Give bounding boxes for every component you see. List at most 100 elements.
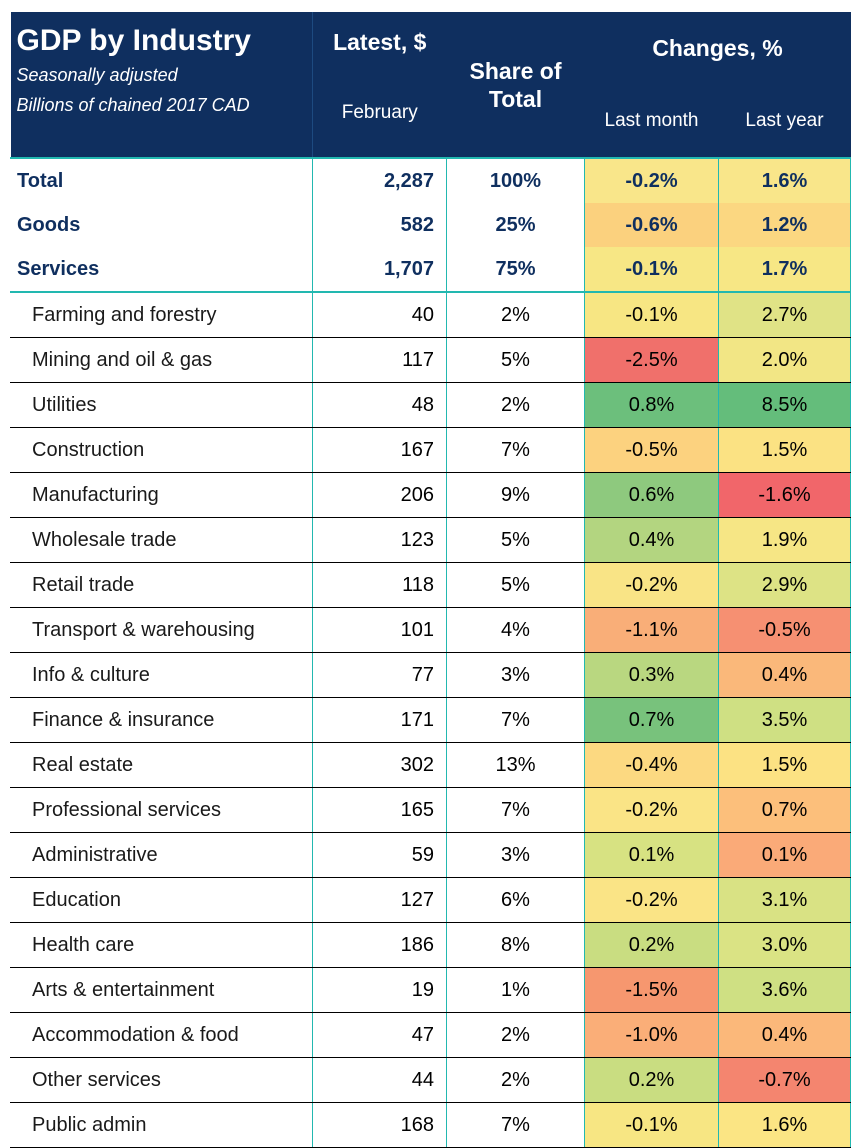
table-row: Farming and forestry 40 2% -0.1% 2.7%: [10, 292, 851, 338]
last-year-change: 2.0%: [718, 337, 851, 383]
industry-name: Manufacturing: [10, 472, 313, 518]
industry-name: Retail trade: [10, 562, 313, 608]
industry-name: Education: [10, 877, 313, 923]
last-year-change: 1.9%: [718, 517, 851, 563]
share-value: 9%: [446, 472, 585, 518]
share-value: 5%: [446, 562, 585, 608]
latest-value: 77: [312, 652, 447, 698]
last-year-change: 1.7%: [718, 247, 851, 293]
gdp-table: GDP by Industry Seasonally adjusted Bill…: [10, 12, 851, 1148]
table-row: Health care 186 8% 0.2% 3.0%: [10, 922, 851, 968]
share-value: 7%: [446, 787, 585, 833]
table-row: Goods 582 25% -0.6% 1.2%: [10, 203, 851, 247]
industry-name: Wholesale trade: [10, 517, 313, 563]
last-month-change: 0.7%: [584, 697, 719, 743]
table-row: Accommodation & food 47 2% -1.0% 0.4%: [10, 1012, 851, 1058]
latest-value: 101: [312, 607, 447, 653]
last-year-change: 2.7%: [718, 292, 851, 338]
last-month-change: -0.2%: [584, 877, 719, 923]
last-month-change: -0.6%: [584, 203, 719, 247]
last-year-change: 1.6%: [718, 1102, 851, 1148]
table-title: GDP by Industry: [16, 24, 252, 57]
table-row: Total 2,287 100% -0.2% 1.6%: [10, 157, 851, 203]
last-month-change: 0.2%: [584, 922, 719, 968]
share-value: 2%: [446, 1012, 585, 1058]
share-value: 3%: [446, 652, 585, 698]
share-value: 75%: [446, 247, 585, 293]
latest-value: 171: [312, 697, 447, 743]
last-year-change: -1.6%: [718, 472, 851, 518]
table-row: Professional services 165 7% -0.2% 0.7%: [10, 787, 851, 833]
industry-name: Finance & insurance: [10, 697, 313, 743]
last-month-change: 0.8%: [584, 382, 719, 428]
col-last-year-header: Last year: [718, 84, 851, 158]
latest-value: 118: [312, 562, 447, 608]
last-year-change: 3.1%: [718, 877, 851, 923]
share-value: 1%: [446, 967, 585, 1013]
latest-label: Latest, $: [333, 29, 427, 55]
last-month-change: -0.2%: [584, 157, 719, 203]
table-row: Public admin 168 7% -0.1% 1.6%: [10, 1102, 851, 1148]
industry-name: Public admin: [10, 1102, 313, 1148]
last-year-change: -0.7%: [718, 1057, 851, 1103]
table-header: GDP by Industry Seasonally adjusted Bill…: [10, 12, 851, 158]
table-body: Total 2,287 100% -0.2% 1.6% Goods 582 25% -0.6% 1…: [10, 157, 851, 1148]
share-value: 8%: [446, 922, 585, 968]
industry-name: Farming and forestry: [10, 292, 313, 338]
last-month-change: 0.4%: [584, 517, 719, 563]
last-year-change: 0.7%: [718, 787, 851, 833]
share-value: 25%: [446, 203, 585, 247]
gdp-table-panel: GDP by Industry Seasonally adjusted Bill…: [10, 12, 851, 1148]
share-value: 4%: [446, 607, 585, 653]
last-month-change: -0.1%: [584, 247, 719, 293]
share-value: 7%: [446, 1102, 585, 1148]
industry-name: Other services: [10, 1057, 313, 1103]
share-value: 6%: [446, 877, 585, 923]
latest-value: 44: [312, 1057, 447, 1103]
last-year-change: 3.0%: [718, 922, 851, 968]
last-year-change: 2.9%: [718, 562, 851, 608]
changes-label: Changes, %: [652, 35, 783, 61]
table-row: Mining and oil & gas 117 5% -2.5% 2.0%: [10, 337, 851, 383]
latest-value: 582: [312, 203, 447, 247]
share-value: 13%: [446, 742, 585, 788]
table-row: Arts & entertainment 19 1% -1.5% 3.6%: [10, 967, 851, 1013]
table-row: Construction 167 7% -0.5% 1.5%: [10, 427, 851, 473]
last-year-change: 3.6%: [718, 967, 851, 1013]
table-row: Services 1,707 75% -0.1% 1.7%: [10, 247, 851, 293]
table-row: Other services 44 2% 0.2% -0.7%: [10, 1057, 851, 1103]
subtitle-adjustment: Seasonally adjusted: [16, 65, 178, 85]
table-row: Retail trade 118 5% -0.2% 2.9%: [10, 562, 851, 608]
industry-name: Professional services: [10, 787, 313, 833]
latest-value: 40: [312, 292, 447, 338]
last-year-change: 0.4%: [718, 652, 851, 698]
latest-value: 206: [312, 472, 447, 518]
industry-name: Services: [10, 247, 313, 293]
col-share-header: Share of Total: [446, 12, 585, 158]
table-row: Info & culture 77 3% 0.3% 0.4%: [10, 652, 851, 698]
last-month-change: 0.3%: [584, 652, 719, 698]
col-latest-period: February: [312, 84, 447, 158]
last-month-change: -0.2%: [584, 787, 719, 833]
latest-value: 19: [312, 967, 447, 1013]
industry-name: Utilities: [10, 382, 313, 428]
table-row: Wholesale trade 123 5% 0.4% 1.9%: [10, 517, 851, 563]
share-value: 2%: [446, 292, 585, 338]
industry-name: Total: [10, 157, 313, 203]
share-value: 100%: [446, 157, 585, 203]
subtitle-units: Billions of chained 2017 CAD: [16, 95, 250, 115]
table-row: Transport & warehousing 101 4% -1.1% -0.5%: [10, 607, 851, 653]
last-year-change: 0.4%: [718, 1012, 851, 1058]
last-year-label: Last year: [745, 109, 824, 131]
last-month-change: 0.2%: [584, 1057, 719, 1103]
table-row: Finance & insurance 171 7% 0.7% 3.5%: [10, 697, 851, 743]
industry-name: Transport & warehousing: [10, 607, 313, 653]
latest-value: 2,287: [312, 157, 447, 203]
last-year-change: 0.1%: [718, 832, 851, 878]
share-label: Share of Total: [469, 57, 562, 112]
industry-name: Goods: [10, 203, 313, 247]
last-year-change: 8.5%: [718, 382, 851, 428]
table-row: Manufacturing 206 9% 0.6% -1.6%: [10, 472, 851, 518]
share-value: 3%: [446, 832, 585, 878]
industry-name: Construction: [10, 427, 313, 473]
